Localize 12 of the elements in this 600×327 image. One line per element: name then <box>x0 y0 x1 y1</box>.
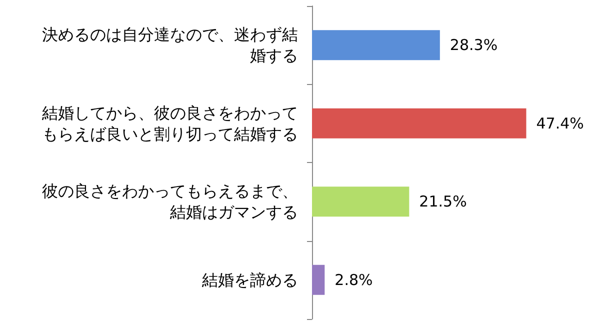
y-tick-label: 決めるのは自分達なので、迷わず結婚する <box>42 25 298 66</box>
data-label: 28.3% <box>450 36 498 54</box>
bar <box>312 108 526 138</box>
y-tick-label: 結婚してから、彼の良さをわかってもらえば良いと割り切って結婚する <box>41 103 298 144</box>
y-tick-label: 彼の良さをわかってもらえるまで、結婚はガマンする <box>42 182 298 222</box>
bar <box>312 264 325 295</box>
data-label: 47.4% <box>536 114 584 132</box>
y-tick-label: 結婚を諦める <box>201 270 298 290</box>
bar <box>312 30 440 60</box>
bar <box>312 186 410 217</box>
data-label: 2.8% <box>334 270 373 289</box>
data-label: 21.5% <box>419 192 467 211</box>
